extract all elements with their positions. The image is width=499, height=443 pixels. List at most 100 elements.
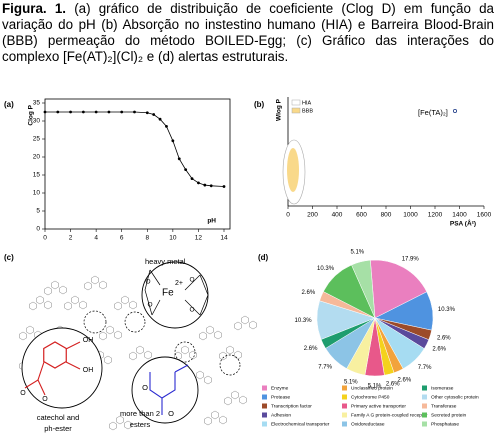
slice-label: 7.7% xyxy=(418,365,432,371)
molecule-ring xyxy=(59,285,67,295)
y-tick-label: 0 xyxy=(36,226,40,233)
legend-label: Enzyme xyxy=(271,385,289,391)
molecule-ring xyxy=(29,301,37,311)
molecule-ring xyxy=(79,300,87,310)
panel-label: (a) xyxy=(4,100,14,109)
data-point xyxy=(184,168,188,172)
red-atom: O xyxy=(42,396,48,403)
y-axis-label: Clog P xyxy=(28,104,35,125)
slice-label: 2.6% xyxy=(386,381,400,387)
x-tick-label: 800 xyxy=(381,212,392,219)
legend-swatch xyxy=(262,385,267,391)
legend-label: Oxidoreductase xyxy=(351,421,385,427)
data-point xyxy=(152,113,156,116)
legend-label: HIA xyxy=(302,100,312,106)
molecule-ring xyxy=(181,345,189,355)
slice-label: 5.1% xyxy=(344,380,358,386)
legend-swatch xyxy=(422,403,427,409)
red-atom: O xyxy=(20,390,26,397)
molecule-ring xyxy=(99,280,107,290)
legend-swatch xyxy=(262,403,267,409)
caption: Figura. 1. (a) gráfico de distribuição d… xyxy=(2,1,494,65)
molecule-ring xyxy=(249,320,257,330)
legend-swatch xyxy=(262,394,267,400)
blue-bonds xyxy=(149,364,189,415)
legend-label: Electrochemical transporter xyxy=(271,421,330,427)
blue-caption: more than 2 xyxy=(120,409,160,418)
molecule-ring xyxy=(104,355,112,365)
legend-swatch xyxy=(422,385,427,391)
molecule-ring xyxy=(114,301,122,311)
molecule-ring xyxy=(199,331,207,341)
site-circle xyxy=(219,354,241,376)
blue-caption: esters xyxy=(130,420,151,429)
legend-label: Cytochrome P450 xyxy=(351,394,390,400)
data-point xyxy=(94,110,98,114)
pie-slice xyxy=(370,259,428,319)
caption-label: Figura. 1. xyxy=(2,1,66,16)
y-axis-label: Wlog P xyxy=(276,98,283,121)
site-circle xyxy=(83,310,107,334)
molecule-ring xyxy=(234,350,242,360)
molecule-ring xyxy=(241,315,249,325)
molecule-ring xyxy=(124,420,132,430)
pie-slice xyxy=(351,259,376,319)
metal-atom: O xyxy=(189,277,194,284)
x-tick-label: 2 xyxy=(69,235,73,242)
slice-label: 7.7% xyxy=(318,365,332,371)
molecule-ring xyxy=(121,295,129,305)
x-tick-label: 600 xyxy=(356,212,367,219)
legend-swatch xyxy=(291,99,301,106)
data-line xyxy=(45,111,225,187)
slice-label: 10.3% xyxy=(438,307,456,313)
legend-label: Family A G protein-coupled receptor xyxy=(351,412,428,418)
data-point xyxy=(222,185,226,188)
legend-swatch xyxy=(291,107,301,114)
x-axis-label: PSA (Å²) xyxy=(450,219,476,228)
legend-label: Protease xyxy=(271,394,291,400)
slice-label: 5.1% xyxy=(368,384,382,390)
blue-atom: O xyxy=(168,409,174,418)
data-point xyxy=(190,177,194,181)
panel-label: (d) xyxy=(258,253,269,262)
molecule-ring xyxy=(144,350,152,360)
slice-label: 2.6% xyxy=(398,378,412,384)
molecule-ring xyxy=(44,300,52,310)
legend-label: Other cytosolic protein xyxy=(431,394,479,400)
x-tick-label: 200 xyxy=(307,212,318,219)
red-bonds xyxy=(24,341,81,396)
y-tick-label: 35 xyxy=(33,100,41,107)
metal-title: heavy metal xyxy=(145,257,186,266)
data-point xyxy=(197,181,200,185)
red-caption: catechol and xyxy=(37,413,80,422)
molecule-ring xyxy=(116,415,124,425)
molecule-ring xyxy=(19,331,27,341)
x-tick-label: 14 xyxy=(220,235,228,242)
panel-label: (c) xyxy=(4,253,14,262)
caption-text: (a) gráfico de distribuição de coeficien… xyxy=(2,1,494,64)
metal-zoom xyxy=(141,261,209,329)
slice-label: 5.1% xyxy=(350,250,364,256)
site-circle xyxy=(174,341,196,363)
x-tick-label: 4 xyxy=(94,235,98,242)
molecule-ring xyxy=(36,295,44,305)
x-axis-label: pH xyxy=(207,218,216,225)
y-tick-label: 25 xyxy=(33,136,41,143)
site-circle xyxy=(124,311,146,333)
legend-label: Unclassified protein xyxy=(351,385,393,391)
x-tick-label: 1600 xyxy=(477,212,492,219)
molecule-ring xyxy=(189,350,197,360)
slice-label: 2.6% xyxy=(304,346,318,352)
molecule-ring xyxy=(109,421,117,431)
x-tick-label: 10 xyxy=(169,235,177,242)
data-point xyxy=(69,110,72,114)
molecule-ring xyxy=(234,321,242,331)
molecule-ring xyxy=(214,330,222,340)
slice-label: 2.6% xyxy=(432,346,446,352)
metal-atom: O xyxy=(147,302,152,309)
legend-swatch xyxy=(422,412,427,418)
point-marker xyxy=(452,109,457,114)
data-point xyxy=(158,117,162,121)
metal-bonds xyxy=(144,269,209,316)
data-point xyxy=(133,110,136,114)
